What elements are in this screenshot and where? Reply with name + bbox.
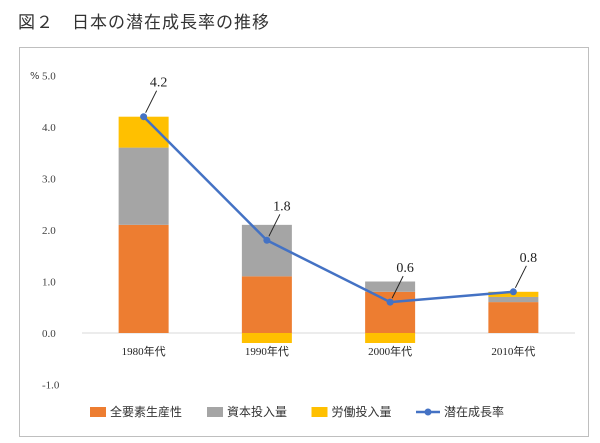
data-label: 0.8: [520, 251, 538, 266]
bar-segment: [118, 147, 169, 225]
data-label-leader: [514, 265, 527, 289]
bar-segment: [241, 224, 292, 277]
potential-growth-line: [140, 113, 517, 306]
data-label-leader: [145, 90, 158, 113]
data-label-leader: [268, 214, 281, 237]
category-label-bg: [238, 343, 295, 359]
y-tick-label: 3.0: [42, 174, 56, 186]
y-unit-label: %: [30, 71, 40, 82]
bar-segment: [365, 281, 416, 292]
growth-marker: [140, 113, 148, 121]
x-tick-label: 1980年代: [122, 344, 166, 358]
growth-marker: [386, 298, 394, 306]
y-tick-label: -1.0: [42, 380, 60, 392]
bar-segment: [488, 302, 539, 333]
y-tick-label: 1.0: [42, 277, 56, 289]
data-label: 1.8: [273, 199, 291, 214]
x-tick-label: 2010年代: [491, 344, 535, 358]
data-label-leader: [391, 275, 404, 299]
category-label-bg: [485, 343, 542, 359]
figure-title: 図２ 日本の潜在成長率の推移: [18, 13, 270, 33]
legend: 全要素生産性 資本投入量 労働投入量 潜在成長率: [90, 404, 504, 419]
y-tick-label: 0.0: [42, 328, 56, 340]
bar-segment: [365, 291, 416, 333]
y-tick-label: 2.0: [42, 225, 56, 237]
legend-label: 労働投入量: [332, 404, 392, 419]
legend-swatch: [90, 407, 106, 417]
legend-label: 資本投入量: [227, 404, 287, 419]
legend-swatch: [207, 407, 223, 417]
y-tick-label: 5.0: [42, 71, 56, 83]
y-tick-label: 4.0: [42, 122, 56, 134]
data-label: 0.6: [396, 261, 414, 276]
bar-segment: [488, 296, 539, 303]
growth-marker: [263, 236, 271, 244]
legend-label: 全要素生産性: [110, 404, 182, 419]
x-tick-label: 2000年代: [368, 344, 412, 358]
bar-segment: [118, 116, 169, 148]
legend-swatch: [311, 407, 328, 417]
category-label-bg: [362, 343, 419, 359]
x-tick-label: 1990年代: [245, 344, 289, 358]
data-label: 4.2: [150, 76, 168, 91]
growth-line: [142, 115, 514, 304]
bars: 1980年代 1990年代 2000年代 2010年代: [115, 116, 542, 359]
growth-marker: [509, 288, 517, 296]
data-labels: 4.2 1.8 0.6 0.8: [145, 76, 538, 299]
chart-svg: % 5.0 4.0 3.0 2.0 1.0 0.0 -1.0 1980年代 1990年代 2000…: [30, 71, 575, 419]
legend-label: 潜在成長率: [444, 404, 504, 419]
bar-segment: [118, 224, 169, 333]
category-label-bg: [115, 343, 172, 359]
bar-segment: [241, 276, 292, 333]
chart-frame: % 5.0 4.0 3.0 2.0 1.0 0.0 -1.0 1980年代 1990年代 2000…: [19, 47, 589, 437]
legend-marker: [424, 408, 432, 416]
